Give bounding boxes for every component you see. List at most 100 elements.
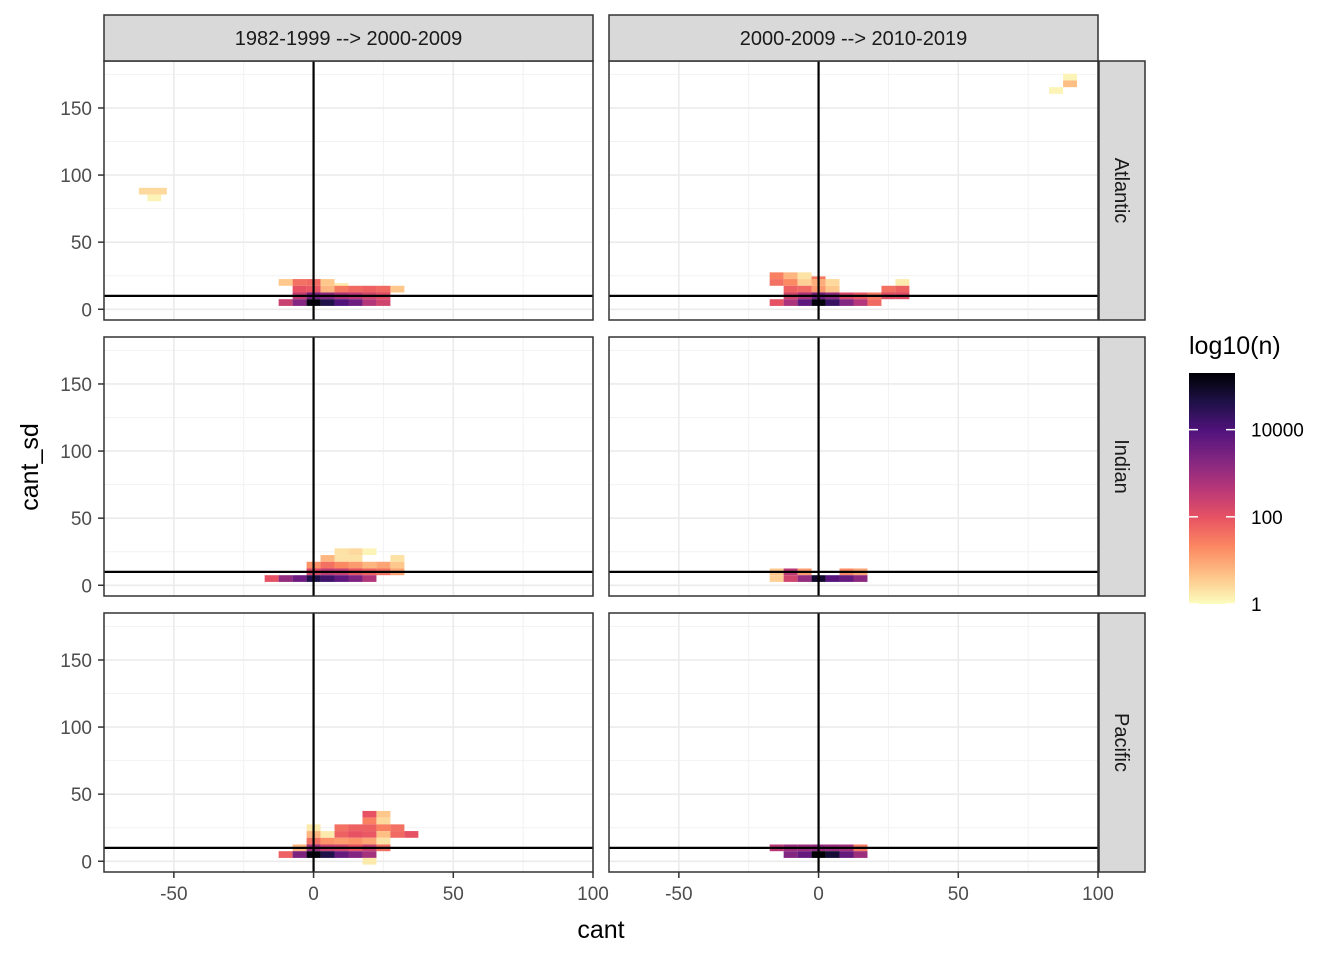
heat-cell bbox=[292, 575, 307, 582]
panel-background bbox=[609, 337, 1098, 596]
strip-background bbox=[103, 14, 594, 62]
heat-cell bbox=[334, 548, 349, 556]
legend-break-label: 10000 bbox=[1251, 421, 1304, 442]
heat-cell bbox=[362, 857, 377, 865]
heat-cell bbox=[320, 561, 335, 569]
heat-cell bbox=[376, 831, 391, 838]
heat-cell bbox=[797, 851, 812, 858]
axes-layer: -50 0 50 100 -50 0 50 100 0 50 100 150 0 50 100 150 0 50 1… bbox=[60, 99, 1114, 905]
strip-label: Pacific bbox=[1110, 713, 1132, 772]
heat-cell bbox=[1063, 80, 1078, 88]
heat-cell bbox=[895, 279, 910, 286]
x-axis-column-2: -50 0 50 100 bbox=[665, 872, 1114, 905]
panel-border bbox=[103, 612, 594, 873]
panel-2000-2009-2010-2019-pacific bbox=[608, 612, 1099, 873]
panel-2000-2009-2010-2019-indian bbox=[608, 336, 1099, 597]
heat-cell bbox=[867, 299, 882, 306]
strip-column-1: 1982-1999 --> 2000-2009 bbox=[103, 14, 594, 62]
heat-cell bbox=[376, 824, 391, 832]
legend: log10(n) 1 100 10000 bbox=[1189, 332, 1304, 616]
heat-cell bbox=[769, 575, 784, 582]
strip-column-2: 2000-2009 --> 2010-2019 bbox=[608, 14, 1099, 62]
panel-border bbox=[608, 612, 1099, 873]
heat-cell bbox=[839, 851, 854, 858]
heat-cell bbox=[278, 279, 293, 286]
heat-cell bbox=[334, 561, 349, 569]
heat-cell bbox=[320, 299, 335, 306]
x-axis-title: cant bbox=[577, 916, 624, 944]
heat-cell bbox=[292, 285, 307, 293]
panel-border bbox=[608, 336, 1099, 597]
y-tick-label: 50 bbox=[71, 233, 92, 254]
heat-cell bbox=[348, 561, 363, 569]
heat-cell bbox=[348, 299, 363, 306]
heat-cell bbox=[769, 299, 784, 306]
y-tick-label: 100 bbox=[60, 442, 92, 463]
heat-cell bbox=[362, 285, 377, 293]
strip-row-atlantic: Atlantic bbox=[1098, 60, 1146, 321]
legend-break-label: 1 bbox=[1251, 595, 1262, 616]
heat-cell bbox=[348, 575, 363, 582]
heat-cell bbox=[362, 831, 377, 838]
heat-cell bbox=[825, 575, 840, 582]
heat-cell bbox=[376, 810, 391, 818]
heat-cell bbox=[376, 285, 391, 293]
heat-cell bbox=[825, 285, 840, 293]
heat-cell bbox=[334, 824, 349, 832]
heat-cell bbox=[797, 285, 812, 293]
y-tick-label: 0 bbox=[81, 852, 92, 873]
heat-cell bbox=[839, 575, 854, 582]
heat-cell bbox=[390, 285, 405, 293]
x-tick-label: 50 bbox=[443, 884, 464, 905]
heat-cell bbox=[853, 299, 868, 306]
heat-cell bbox=[348, 555, 363, 562]
heat-cell bbox=[362, 824, 377, 832]
heat-cell bbox=[769, 272, 784, 280]
heat-cell bbox=[895, 285, 910, 293]
heat-cell bbox=[797, 299, 812, 306]
heat-cell bbox=[362, 851, 377, 858]
heat-cell bbox=[334, 837, 349, 845]
panel-background bbox=[609, 61, 1098, 320]
heat-cell bbox=[783, 279, 798, 286]
heat-cell bbox=[334, 831, 349, 838]
heat-cell bbox=[783, 272, 798, 280]
strip-background bbox=[1098, 60, 1146, 321]
heat-cell bbox=[797, 575, 812, 582]
heat-cell bbox=[348, 831, 363, 838]
y-tick-label: 150 bbox=[60, 651, 92, 672]
heat-cell bbox=[320, 279, 335, 286]
heat-cell bbox=[264, 575, 279, 582]
heat-cell bbox=[362, 575, 377, 582]
panel-1982-1999-2000-2009-atlantic bbox=[103, 60, 594, 321]
heat-cell bbox=[783, 851, 798, 858]
y-tick-label: 0 bbox=[81, 576, 92, 597]
x-tick-label: 0 bbox=[308, 884, 319, 905]
heat-cell bbox=[278, 299, 293, 306]
heat-cell bbox=[348, 548, 363, 556]
y-tick-label: 100 bbox=[60, 166, 92, 187]
heat-cell bbox=[362, 817, 377, 825]
legend-break-label: 100 bbox=[1251, 508, 1283, 529]
x-tick-label: 100 bbox=[1082, 884, 1114, 905]
heat-cell bbox=[783, 299, 798, 306]
x-tick-label: 100 bbox=[577, 884, 609, 905]
heat-cell bbox=[334, 555, 349, 562]
heat-cell bbox=[783, 575, 798, 582]
heat-cell bbox=[152, 187, 167, 195]
x-tick-label: 50 bbox=[948, 884, 969, 905]
strip-label: Indian bbox=[1110, 439, 1132, 494]
heat-cell bbox=[769, 279, 784, 286]
heat-cell bbox=[362, 548, 377, 556]
heat-cell bbox=[362, 299, 377, 306]
x-tick-label: -50 bbox=[160, 884, 187, 905]
panel-border bbox=[103, 336, 594, 597]
y-axis-row-atlantic: 0 50 100 150 bbox=[60, 99, 104, 321]
heat-cell bbox=[292, 851, 307, 858]
y-tick-label: 100 bbox=[60, 718, 92, 739]
heat-cell bbox=[362, 837, 377, 845]
strip-label: 2000-2009 --> 2010-2019 bbox=[740, 28, 967, 50]
heat-cell bbox=[839, 299, 854, 306]
heat-cell bbox=[138, 187, 153, 195]
panel-background bbox=[104, 61, 593, 320]
